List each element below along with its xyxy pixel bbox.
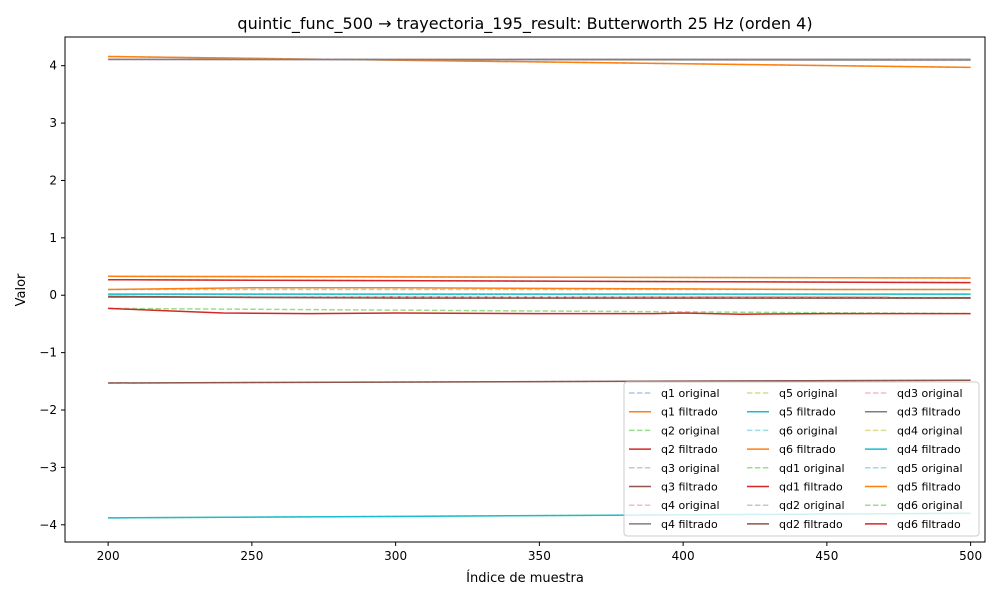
series-line-17 bbox=[108, 58, 971, 61]
legend-label: qd3 filtrado bbox=[897, 406, 961, 419]
series-line-3 bbox=[108, 278, 971, 284]
y-tick-label: −2 bbox=[39, 403, 57, 417]
legend-label: q4 original bbox=[661, 499, 720, 512]
x-tick-label: 300 bbox=[384, 549, 407, 563]
legend-label: qd2 original bbox=[779, 499, 845, 512]
legend-label: qd4 original bbox=[897, 424, 963, 437]
chart-title: quintic_func_500 → trayectoria_195_resul… bbox=[237, 14, 812, 34]
legend-label: qd6 original bbox=[897, 499, 963, 512]
plot-frame bbox=[64, 36, 986, 543]
series-line-22 bbox=[108, 307, 971, 315]
series-layer bbox=[108, 55, 971, 519]
series-line-11 bbox=[108, 275, 971, 279]
y-tick-label: 0 bbox=[49, 288, 57, 302]
x-tick-label: 350 bbox=[528, 549, 551, 563]
x-tick-label: 450 bbox=[815, 549, 838, 563]
legend-label: qd3 original bbox=[897, 387, 963, 400]
x-tick-label: 250 bbox=[240, 549, 263, 563]
x-axis-label: Índice de muestra bbox=[466, 570, 584, 586]
y-tick-label: −3 bbox=[39, 460, 57, 474]
legend: q1 original q1 filtrado q2 original q2 filt… bbox=[623, 381, 980, 537]
y-axis-ticks: −4 −3 −2 −1 0 1 2 3 4 bbox=[39, 59, 65, 532]
series-line-1 bbox=[108, 55, 971, 69]
y-tick-label: 2 bbox=[49, 173, 57, 187]
legend-label: q2 filtrado bbox=[661, 443, 718, 456]
legend-label: q1 original bbox=[661, 387, 720, 400]
legend-label: qd5 original bbox=[897, 462, 963, 475]
legend-label: q5 filtrado bbox=[779, 406, 836, 419]
x-tick-label: 200 bbox=[97, 549, 120, 563]
legend-label: qd2 filtrado bbox=[779, 518, 843, 531]
legend-label: q6 filtrado bbox=[779, 443, 836, 456]
legend-label: q6 original bbox=[779, 424, 838, 437]
legend-label: qd5 filtrado bbox=[897, 481, 961, 494]
legend-label: q1 filtrado bbox=[661, 406, 718, 419]
x-axis-ticks: 200 250 300 350 400 450 500 bbox=[97, 542, 982, 563]
series-line-14 bbox=[108, 295, 971, 299]
y-tick-label: −1 bbox=[39, 346, 57, 360]
y-tick-label: 1 bbox=[49, 231, 57, 245]
legend-label: q2 original bbox=[661, 424, 720, 437]
legend-label: qd1 original bbox=[779, 462, 845, 475]
legend-label: qd4 filtrado bbox=[897, 443, 961, 456]
legend-box bbox=[623, 381, 980, 537]
series-line-23 bbox=[108, 307, 971, 315]
x-tick-label: 400 bbox=[672, 549, 695, 563]
legend-label: qd6 filtrado bbox=[897, 518, 961, 531]
y-axis-label: Valor bbox=[14, 273, 29, 306]
y-tick-label: 3 bbox=[49, 116, 57, 130]
y-tick-label: −4 bbox=[39, 518, 57, 532]
legend-label: q5 original bbox=[779, 387, 838, 400]
y-tick-label: 4 bbox=[49, 59, 57, 73]
series-line-5 bbox=[108, 379, 971, 384]
legend-label: q4 filtrado bbox=[661, 518, 718, 531]
series-line-15 bbox=[108, 295, 971, 299]
series-line-21 bbox=[108, 287, 971, 291]
legend-label: qd1 filtrado bbox=[779, 481, 843, 494]
legend-label: q3 original bbox=[661, 462, 720, 475]
legend-label: q3 filtrado bbox=[661, 481, 718, 494]
x-tick-label: 500 bbox=[959, 549, 982, 563]
